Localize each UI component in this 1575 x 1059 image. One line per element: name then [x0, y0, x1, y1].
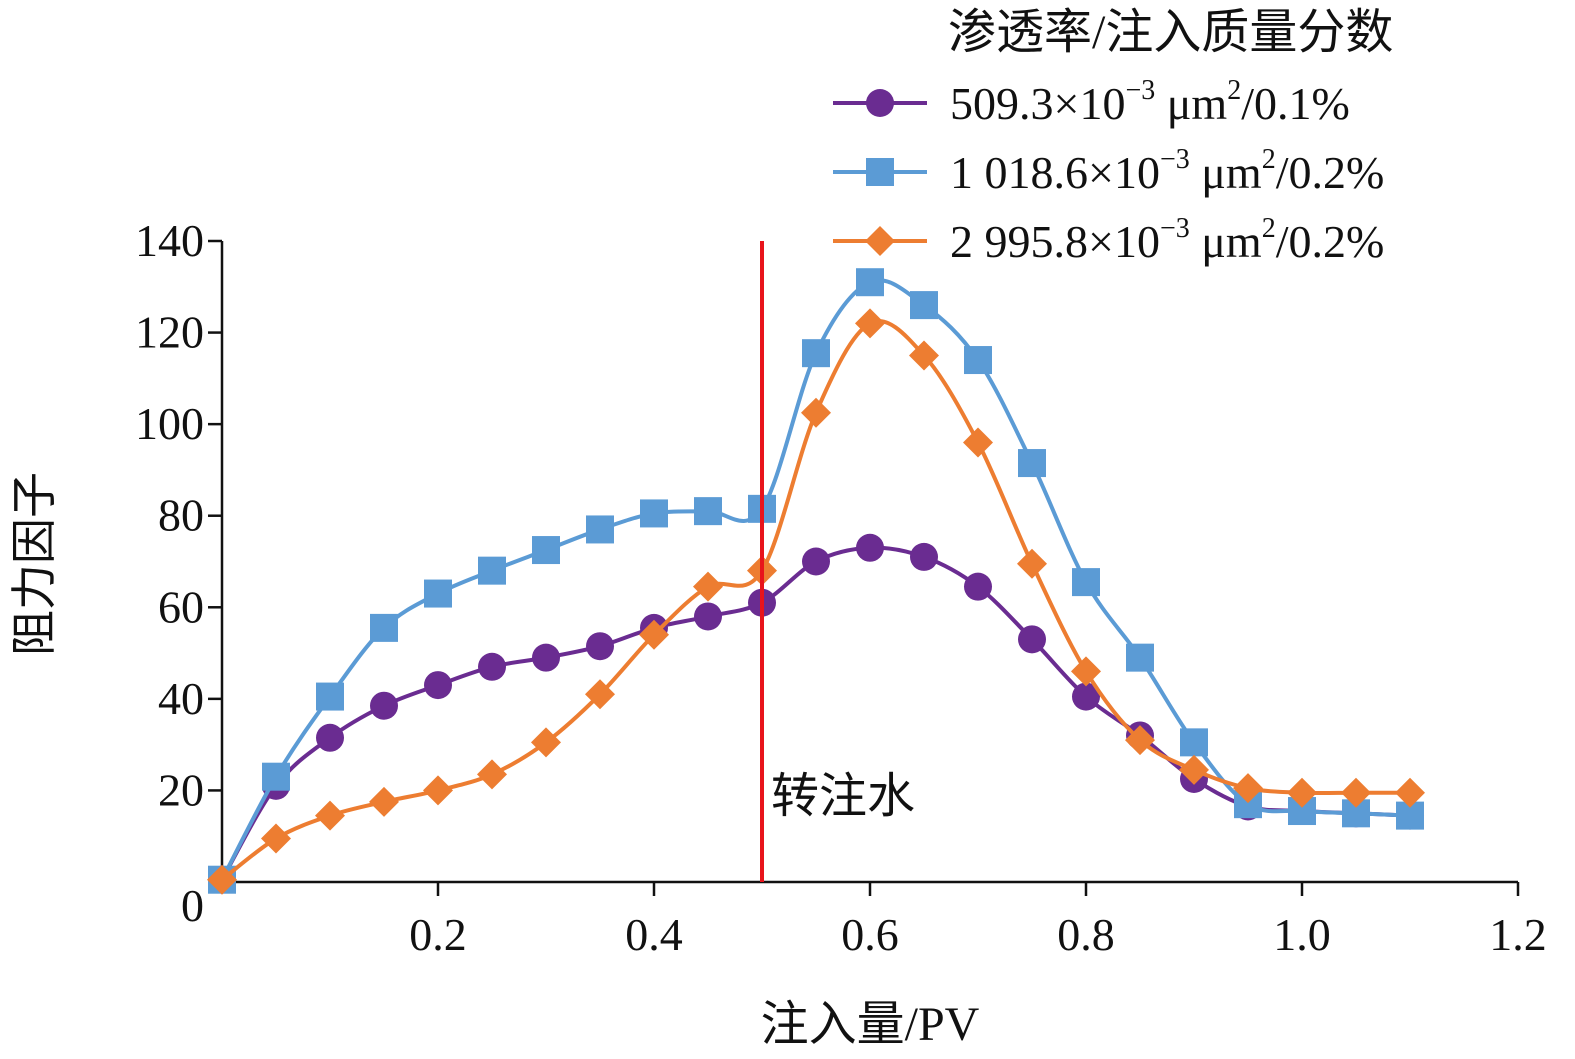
- series-2-point: [1018, 449, 1046, 478]
- legend-item-2: 1 018.6×10−3 μm2/0.2%: [833, 144, 1384, 198]
- series-1-point: [586, 632, 614, 661]
- series-3-point: [1071, 656, 1101, 687]
- series-2-point: [532, 536, 560, 565]
- series-3-point: [909, 340, 939, 371]
- legend: 渗透率/注入质量分数 509.3×10−3 μm2/0.1% 1 018.6×10−…: [833, 6, 1393, 267]
- legend-item-1: 509.3×10−3 μm2/0.1%: [833, 75, 1350, 129]
- annotation-layer: 转注水: [760, 241, 915, 882]
- series-3-point: [423, 775, 453, 806]
- series-3-point: [801, 397, 831, 428]
- series-2-point: [586, 515, 614, 544]
- series-1-point: [694, 602, 722, 631]
- series-3-point: [1287, 777, 1317, 808]
- axes: 0 20 40 60 80 100 120 140 0.2 0.4 0.6 0.8 1.0 1.2 注入量/…: [9, 215, 1547, 1051]
- series-1-line: [220, 545, 1411, 881]
- series-1: [208, 533, 1424, 894]
- legend-label: 1 018.6×10−3 μm2/0.2%: [950, 144, 1384, 198]
- legend-swatch-marker: [866, 158, 894, 186]
- x-tick-label: 0.6: [841, 909, 899, 960]
- series-1-point: [370, 691, 398, 720]
- series-1-point: [478, 652, 506, 681]
- series-1-point: [316, 723, 344, 752]
- legend-swatch-marker: [866, 89, 894, 117]
- series-1-point: [802, 547, 830, 576]
- series-3-point: [855, 308, 885, 339]
- series-1-point: [964, 572, 992, 601]
- series-2-point: [478, 556, 506, 585]
- series-2-point: [262, 762, 290, 791]
- y-tick-label: 0: [181, 880, 204, 931]
- series-2-point: [316, 682, 344, 711]
- series-2-point: [694, 497, 722, 526]
- series-2-point: [1126, 643, 1154, 672]
- series-2-point: [856, 268, 884, 297]
- series-3-point: [369, 786, 399, 817]
- series-2-point: [370, 613, 398, 642]
- y-axis-title: 阻力因子: [9, 472, 60, 656]
- legend-label: 509.3×10−3 μm2/0.1%: [950, 75, 1350, 129]
- series-1-point: [1072, 682, 1100, 711]
- x-tick-label: 1.0: [1273, 909, 1331, 960]
- series-3-point: [1017, 548, 1047, 579]
- series-2-point: [964, 346, 992, 375]
- x-tick-label: 0.4: [625, 909, 683, 960]
- series-1-point: [910, 542, 938, 571]
- series-2-point: [1180, 728, 1208, 757]
- series-layer: [207, 268, 1425, 895]
- legend-label: 2 995.8×10−3 μm2/0.2%: [950, 213, 1384, 267]
- y-tick-label: 100: [135, 398, 204, 449]
- y-tick-label: 60: [158, 581, 204, 632]
- series-3-point: [693, 571, 723, 602]
- series-3-point: [261, 823, 291, 854]
- x-axis-title: 注入量/PV: [761, 998, 980, 1051]
- legend-swatch-marker: [865, 226, 895, 256]
- series-2-point: [1072, 568, 1100, 597]
- x-tick-label: 0.8: [1057, 909, 1115, 960]
- series-1-point: [532, 643, 560, 672]
- legend-item-3: 2 995.8×10−3 μm2/0.2%: [833, 213, 1384, 267]
- series-3-point: [1395, 777, 1425, 808]
- series-2-point: [802, 339, 830, 368]
- y-tick-label: 140: [135, 215, 204, 266]
- legend-title: 渗透率/注入质量分数: [948, 6, 1393, 59]
- series-3-point: [315, 800, 345, 831]
- series-3-point: [1179, 754, 1209, 785]
- water-injection-label: 转注水: [771, 770, 915, 823]
- series-3-point: [477, 759, 507, 790]
- x-tick-label: 1.2: [1489, 909, 1547, 960]
- y-tick-label: 40: [158, 673, 204, 724]
- series-1-point: [424, 671, 452, 700]
- series-3-point: [531, 727, 561, 758]
- series-3-point: [963, 427, 993, 458]
- y-tick-label: 80: [158, 490, 204, 541]
- series-3-point: [1341, 777, 1371, 808]
- y-tick-label: 20: [158, 764, 204, 815]
- x-tick-label: 0.2: [409, 909, 467, 960]
- series-3-point: [207, 864, 237, 895]
- series-3-point: [585, 679, 615, 710]
- series-2-point: [910, 291, 938, 320]
- series-3-point: [639, 619, 669, 650]
- series-2-point: [640, 499, 668, 528]
- series-3-point: [1233, 773, 1263, 804]
- series-1-point: [1018, 625, 1046, 654]
- series-3-point: [1125, 725, 1155, 756]
- series-1-point: [856, 533, 884, 562]
- series-2-point: [424, 579, 452, 608]
- y-tick-label: 120: [135, 307, 204, 358]
